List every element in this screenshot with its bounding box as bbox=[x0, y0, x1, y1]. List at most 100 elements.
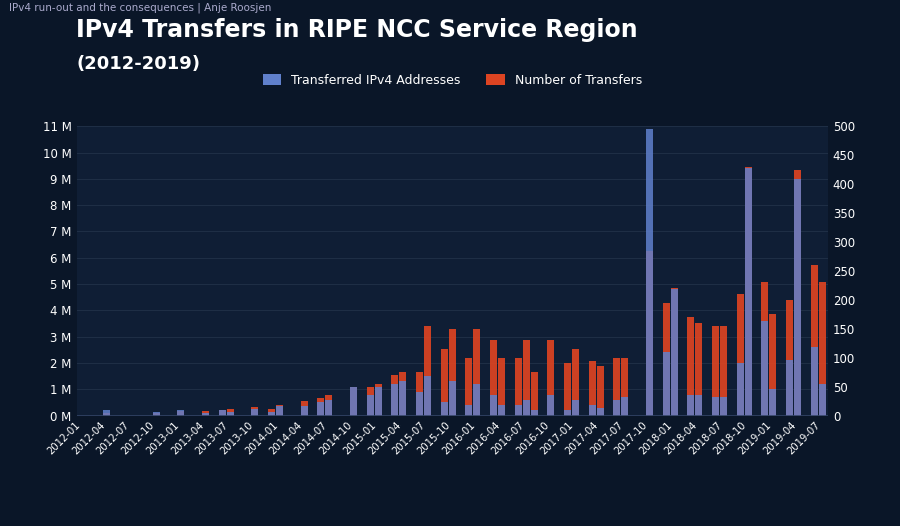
Bar bbox=[745, 168, 751, 416]
Bar bbox=[449, 381, 455, 416]
Bar bbox=[688, 317, 694, 416]
Bar bbox=[794, 179, 801, 416]
Bar bbox=[366, 394, 373, 416]
Bar bbox=[662, 303, 670, 416]
Bar bbox=[794, 169, 801, 416]
Bar bbox=[227, 411, 234, 416]
Bar bbox=[770, 314, 777, 416]
Bar bbox=[104, 410, 111, 416]
Bar bbox=[761, 321, 769, 416]
Bar bbox=[589, 405, 596, 416]
Bar bbox=[219, 410, 226, 416]
Bar bbox=[786, 360, 793, 416]
Bar bbox=[227, 409, 234, 416]
Bar bbox=[572, 349, 579, 416]
Bar bbox=[392, 384, 398, 416]
Bar bbox=[696, 394, 702, 416]
Bar bbox=[392, 375, 398, 416]
Bar bbox=[572, 400, 579, 416]
Bar bbox=[523, 340, 530, 416]
Bar bbox=[621, 397, 628, 416]
Bar bbox=[490, 394, 497, 416]
Bar bbox=[326, 396, 332, 416]
Bar bbox=[440, 349, 447, 416]
Bar bbox=[202, 411, 209, 416]
Bar bbox=[465, 358, 472, 416]
Bar bbox=[177, 410, 184, 416]
Bar bbox=[786, 300, 793, 416]
Bar bbox=[202, 413, 209, 416]
Bar bbox=[515, 358, 521, 416]
Bar bbox=[416, 372, 423, 416]
Bar bbox=[301, 401, 308, 416]
Bar bbox=[424, 326, 431, 416]
Bar bbox=[268, 411, 274, 416]
Bar bbox=[473, 329, 481, 416]
Bar bbox=[374, 384, 382, 416]
Bar bbox=[326, 400, 332, 416]
Bar bbox=[720, 397, 727, 416]
Bar bbox=[589, 361, 596, 416]
Bar bbox=[597, 366, 604, 416]
Bar bbox=[449, 329, 455, 416]
Bar bbox=[736, 294, 743, 416]
Bar bbox=[662, 352, 670, 416]
Bar bbox=[696, 323, 702, 416]
Bar bbox=[670, 288, 678, 416]
Bar bbox=[547, 340, 554, 416]
Bar bbox=[819, 384, 825, 416]
Bar bbox=[219, 410, 226, 416]
Bar bbox=[498, 358, 505, 416]
Bar bbox=[153, 411, 159, 416]
Bar bbox=[531, 410, 538, 416]
Text: IPv4 run-out and the consequences | Anje Roosjen: IPv4 run-out and the consequences | Anje… bbox=[9, 3, 272, 13]
Bar bbox=[400, 372, 407, 416]
Bar bbox=[531, 372, 538, 416]
Bar bbox=[301, 406, 308, 416]
Bar bbox=[153, 412, 159, 416]
Bar bbox=[646, 129, 653, 416]
Bar bbox=[712, 397, 719, 416]
Bar bbox=[547, 394, 554, 416]
Bar bbox=[400, 381, 407, 416]
Bar bbox=[424, 376, 431, 416]
Bar bbox=[104, 412, 111, 416]
Bar bbox=[811, 347, 817, 416]
Bar bbox=[416, 392, 423, 416]
Bar bbox=[374, 387, 382, 416]
Bar bbox=[498, 405, 505, 416]
Bar bbox=[613, 358, 620, 416]
Bar bbox=[440, 402, 447, 416]
Bar bbox=[761, 282, 769, 416]
Bar bbox=[366, 387, 373, 416]
Legend: Transferred IPv4 Addresses, Number of Transfers: Transferred IPv4 Addresses, Number of Tr… bbox=[257, 69, 647, 92]
Bar bbox=[597, 408, 604, 416]
Bar bbox=[473, 384, 481, 416]
Bar bbox=[276, 405, 284, 416]
Bar bbox=[564, 410, 571, 416]
Bar bbox=[276, 406, 284, 416]
Bar bbox=[712, 326, 719, 416]
Bar bbox=[490, 340, 497, 416]
Bar bbox=[268, 409, 274, 416]
Bar bbox=[736, 363, 743, 416]
Bar bbox=[317, 402, 324, 416]
Text: (2012-2019): (2012-2019) bbox=[76, 55, 201, 73]
Bar bbox=[317, 398, 324, 416]
Bar bbox=[251, 409, 258, 416]
Bar bbox=[177, 411, 184, 416]
Bar bbox=[251, 407, 258, 416]
Bar bbox=[670, 289, 678, 416]
Bar bbox=[564, 363, 571, 416]
Bar bbox=[465, 405, 472, 416]
Bar bbox=[688, 394, 694, 416]
Bar bbox=[350, 387, 357, 416]
Bar bbox=[621, 358, 628, 416]
Bar bbox=[523, 400, 530, 416]
Text: IPv4 Transfers in RIPE NCC Service Region: IPv4 Transfers in RIPE NCC Service Regio… bbox=[76, 18, 638, 43]
Bar bbox=[811, 265, 817, 416]
Bar bbox=[350, 387, 357, 416]
Bar bbox=[515, 405, 521, 416]
Bar bbox=[720, 326, 727, 416]
Bar bbox=[770, 389, 777, 416]
